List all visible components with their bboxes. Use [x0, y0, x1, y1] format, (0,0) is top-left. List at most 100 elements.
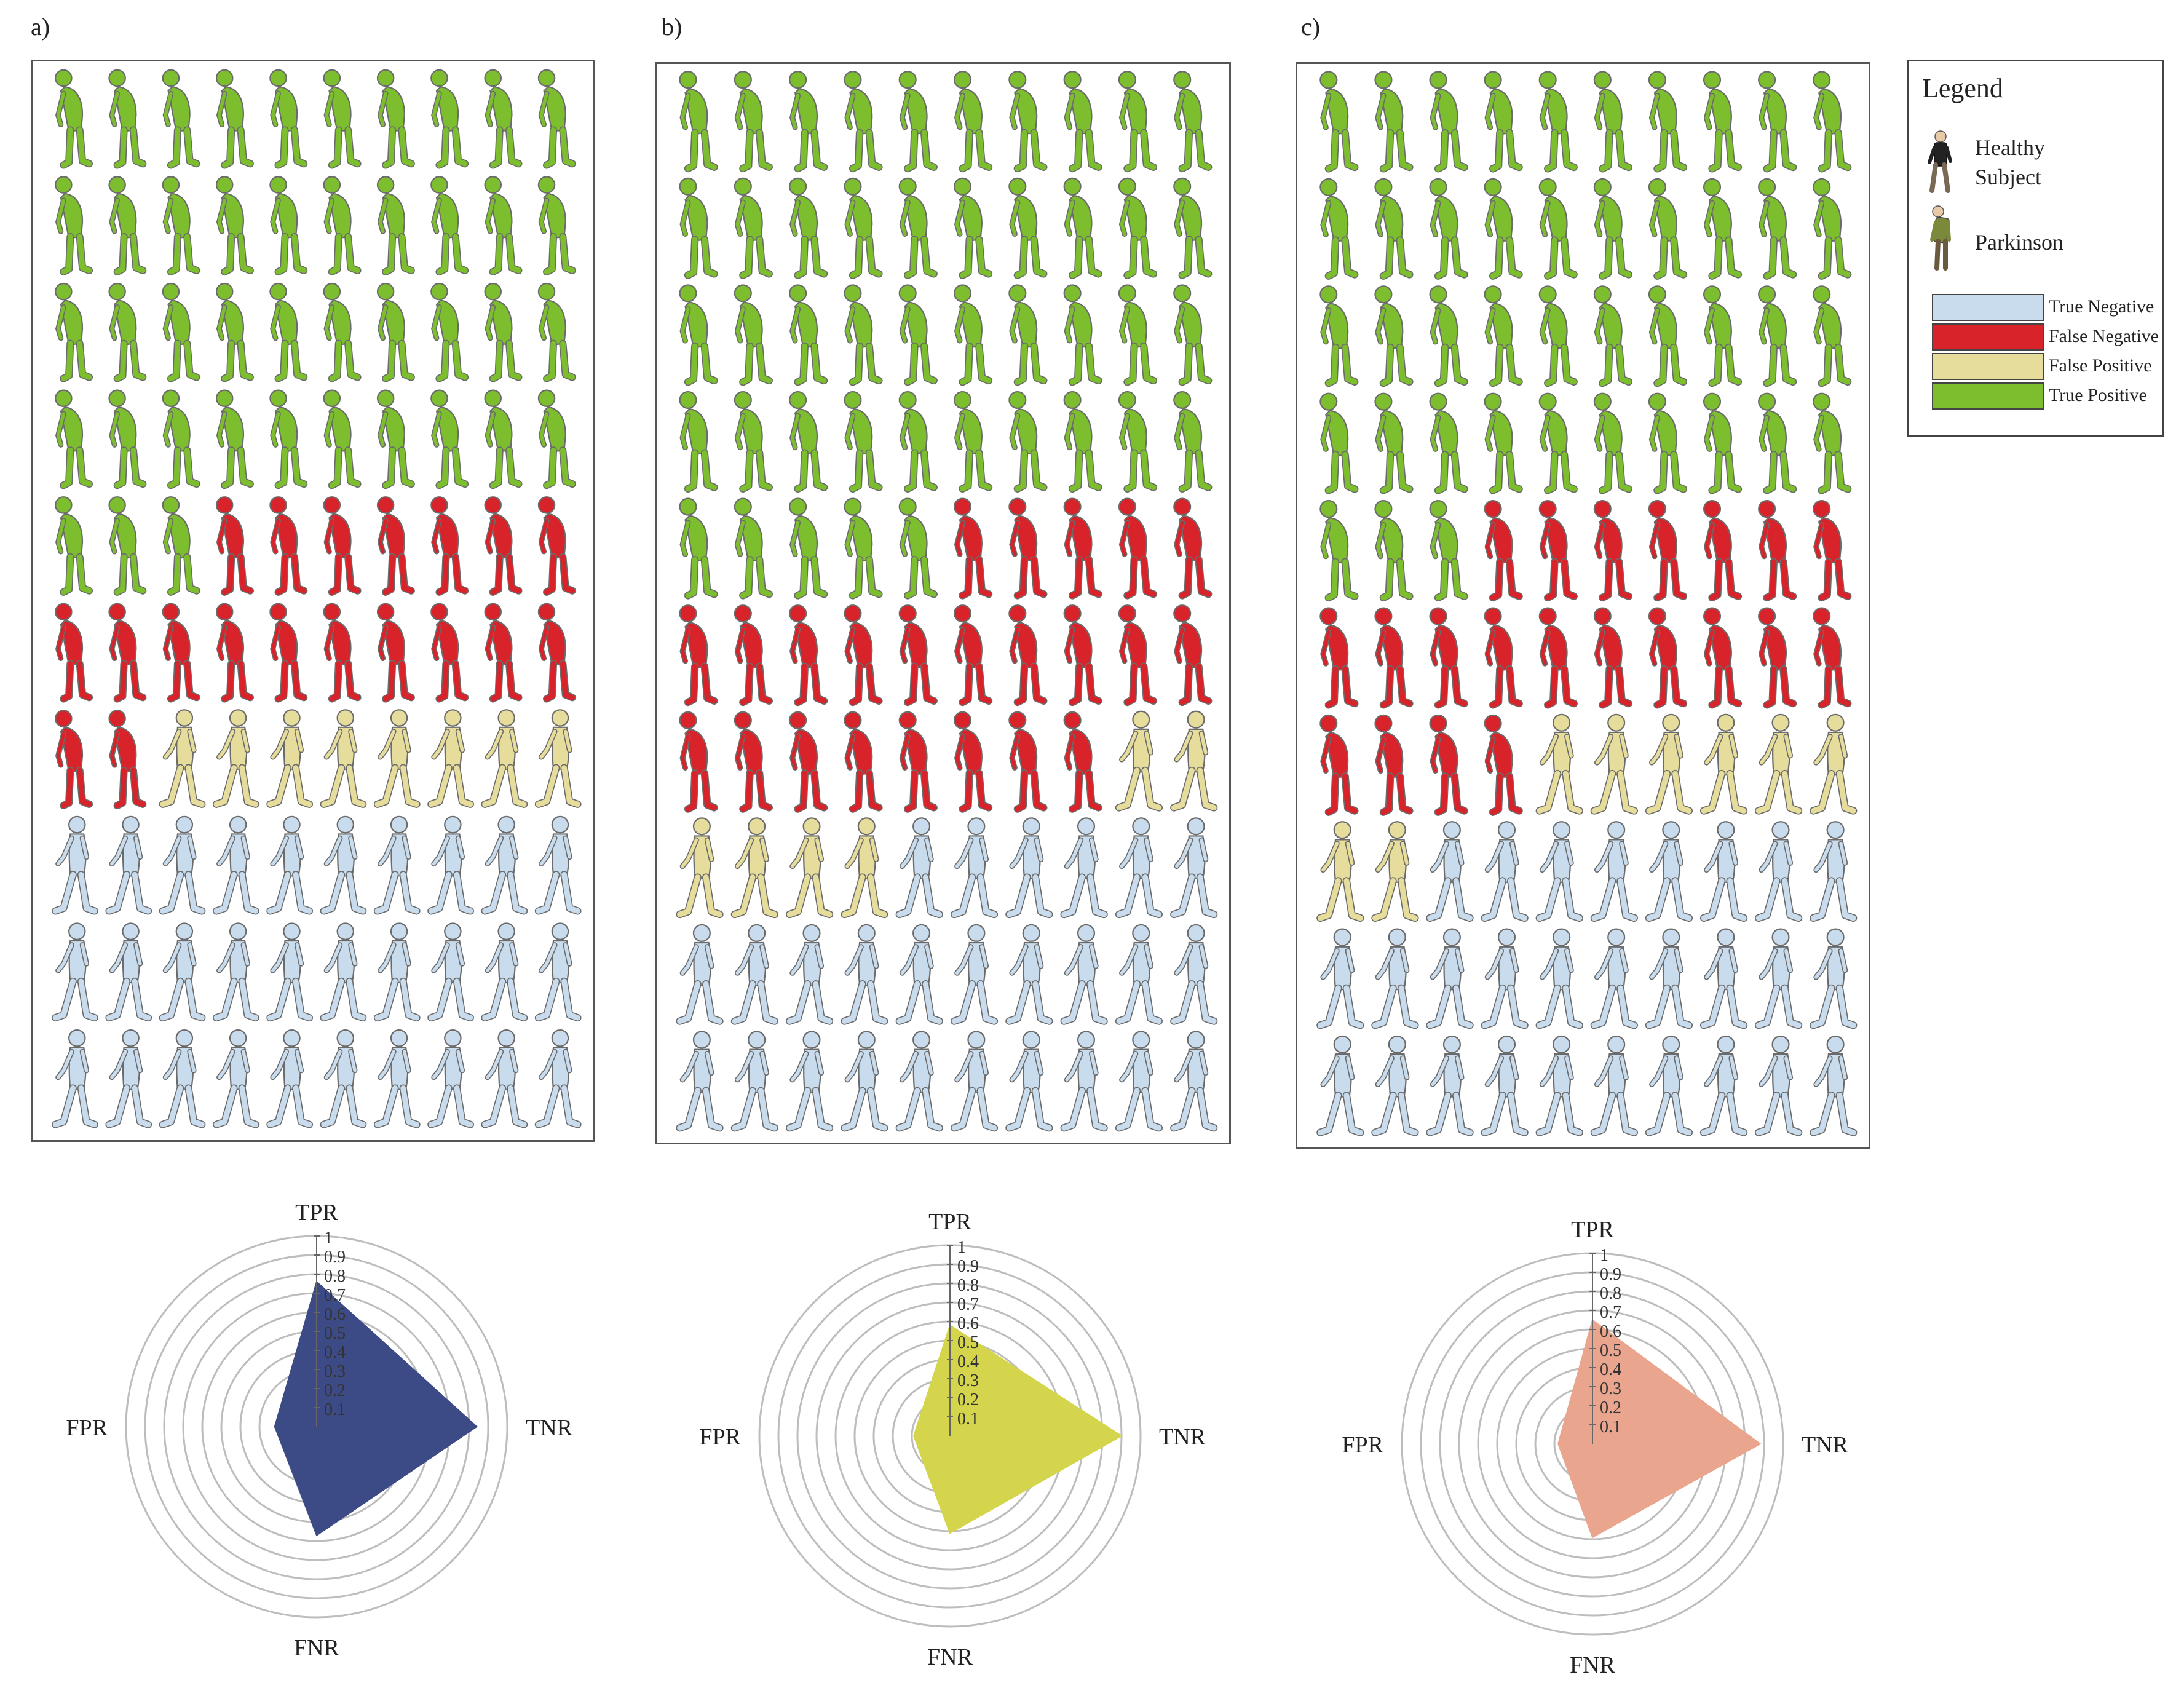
- figure-true-positive: [1703, 285, 1743, 387]
- figure-true-negative: [427, 815, 474, 915]
- figure-false-positive: [320, 709, 367, 808]
- figure-true-positive: [484, 389, 523, 489]
- radar-tick-label: 0.4: [324, 1343, 346, 1362]
- figure-true-positive: [430, 389, 469, 489]
- figure-true-negative: [950, 924, 999, 1025]
- pictogram-a-svg: [52, 69, 582, 1128]
- figure-false-negative: [1063, 497, 1102, 600]
- radar-b-svg: 0.10.20.30.40.50.60.70.80.91 TPR TNR FNR FPR: [699, 1209, 1206, 1670]
- figure-true-positive: [1118, 390, 1158, 493]
- figure-false-positive: [1590, 713, 1638, 815]
- figure-true-positive: [1538, 285, 1578, 387]
- figure-true-negative: [320, 1029, 367, 1128]
- figure-true-positive: [1484, 178, 1523, 280]
- figure-true-positive: [1118, 177, 1158, 279]
- figure-true-positive: [1374, 285, 1414, 387]
- figure-false-negative: [1593, 607, 1632, 709]
- legend-box: Legend Healthy Subject Parkinson True Ne…: [1907, 60, 2164, 437]
- figure-true-negative: [1755, 1035, 1803, 1136]
- figure-true-positive: [376, 282, 415, 382]
- figure-true-positive: [1374, 392, 1414, 494]
- figure-false-negative: [844, 604, 883, 707]
- figure-false-negative: [484, 603, 523, 703]
- figure-true-negative: [1535, 821, 1583, 922]
- figure-true-negative: [1645, 928, 1693, 1029]
- figure-false-positive: [373, 709, 421, 808]
- legend-healthy-line2: Subject: [1975, 165, 2041, 189]
- figure-true-positive: [215, 176, 254, 276]
- figure-true-negative: [730, 924, 778, 1025]
- figure-false-positive: [534, 709, 582, 808]
- figure-true-positive: [323, 282, 362, 382]
- figure-true-positive: [215, 282, 254, 382]
- legend-divider: [1909, 111, 2162, 113]
- figure-true-positive: [789, 177, 828, 279]
- radar-tick-label: 0.5: [324, 1324, 346, 1343]
- figure-true-positive: [789, 71, 828, 173]
- figure-true-negative: [786, 1031, 834, 1132]
- figure-true-negative: [159, 1029, 206, 1128]
- figure-true-negative: [52, 815, 98, 915]
- figure-true-positive: [162, 389, 200, 489]
- figure-true-negative: [1426, 928, 1474, 1029]
- figure-false-negative: [953, 604, 993, 707]
- figure-true-positive: [323, 69, 362, 169]
- figure-false-negative: [1813, 607, 1852, 709]
- figure-true-negative: [105, 1029, 152, 1128]
- radar-tick-label: 0.3: [1600, 1379, 1621, 1398]
- legend-entry-true-positive: True Positive: [1932, 382, 2154, 411]
- figure-true-positive: [108, 389, 147, 489]
- figure-false-negative: [953, 711, 993, 813]
- figure-true-positive: [1538, 71, 1578, 173]
- figure-true-negative: [1005, 1031, 1053, 1132]
- figure-true-positive: [1429, 71, 1468, 173]
- figure-true-positive: [1008, 177, 1048, 279]
- figure-true-positive: [537, 282, 576, 382]
- radar-tick-label: 0.3: [324, 1362, 346, 1381]
- radar-data-polygon: [1557, 1318, 1762, 1539]
- figure-true-negative: [895, 924, 943, 1025]
- figure-true-positive: [269, 176, 308, 276]
- figure-true-positive: [1374, 178, 1414, 280]
- figure-false-positive: [676, 817, 724, 919]
- figure-true-negative: [950, 1031, 999, 1132]
- figure-false-negative: [789, 604, 828, 707]
- figure-true-negative: [1115, 924, 1163, 1025]
- figure-false-negative: [1063, 711, 1102, 813]
- radar-chart-c: 0.1 0.2 0.3 0.4 0.5 0.6 0.7 0.8 0.9 1 TPR TNR FNR FPR: [1300, 1179, 1885, 1696]
- legend-title: Legend: [1922, 73, 2003, 103]
- figure-false-negative: [1538, 500, 1578, 602]
- radar-tick-label: 0.2: [1600, 1398, 1621, 1417]
- radar-tick-label: 0.5: [1600, 1341, 1621, 1360]
- figure-true-negative: [213, 1029, 259, 1128]
- figure-false-negative: [108, 710, 147, 810]
- figure-true-positive: [269, 282, 308, 382]
- figure-true-negative: [1810, 1035, 1858, 1136]
- figure-false-negative: [1538, 607, 1578, 709]
- figure-true-positive: [1648, 285, 1688, 387]
- figure-true-negative: [950, 817, 999, 919]
- figure-false-negative: [1118, 604, 1158, 707]
- figure-true-positive: [953, 390, 993, 493]
- figure-true-positive: [953, 177, 993, 279]
- figure-true-negative: [105, 922, 152, 1022]
- figure-false-negative: [1008, 497, 1048, 600]
- figure-true-positive: [162, 282, 200, 382]
- figure-true-positive: [898, 497, 938, 600]
- radar-tick-label: 0.9: [1600, 1265, 1621, 1284]
- figure-false-positive: [786, 817, 834, 919]
- figure-true-positive: [162, 496, 200, 596]
- figure-false-negative: [1703, 500, 1743, 602]
- radar-tick-label: 0.2: [957, 1390, 979, 1409]
- pictogram-panel-c: [1296, 62, 1870, 1149]
- figure-true-negative: [676, 924, 724, 1025]
- figure-false-negative: [162, 603, 200, 703]
- figure-true-positive: [484, 176, 523, 276]
- figure-false-positive: [1371, 821, 1419, 922]
- radar-tick-label: 0.8: [957, 1276, 979, 1295]
- figure-true-positive: [679, 177, 718, 279]
- figure-true-positive: [1173, 71, 1213, 173]
- figure-false-negative: [1320, 714, 1359, 816]
- figure-false-negative: [1118, 497, 1158, 600]
- figure-true-negative: [1645, 1035, 1693, 1136]
